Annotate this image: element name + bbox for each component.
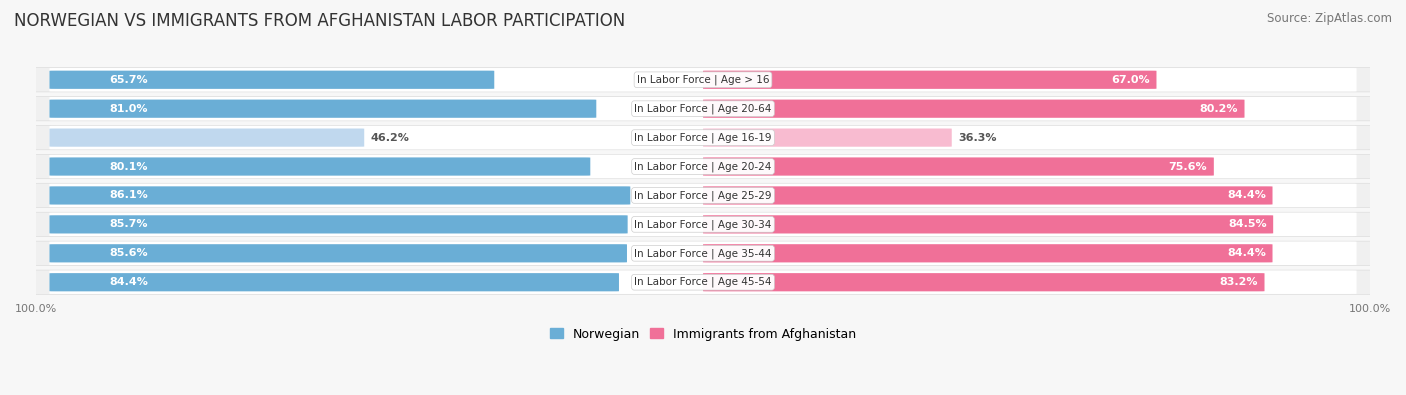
Text: Source: ZipAtlas.com: Source: ZipAtlas.com xyxy=(1267,12,1392,25)
Text: 83.2%: 83.2% xyxy=(1219,277,1258,287)
FancyBboxPatch shape xyxy=(703,215,1274,233)
FancyBboxPatch shape xyxy=(49,184,1357,207)
FancyBboxPatch shape xyxy=(49,186,630,205)
FancyBboxPatch shape xyxy=(49,68,1357,92)
Text: 84.4%: 84.4% xyxy=(1227,190,1265,200)
FancyBboxPatch shape xyxy=(25,154,1381,179)
Text: 75.6%: 75.6% xyxy=(1168,162,1208,171)
Text: In Labor Force | Age 20-64: In Labor Force | Age 20-64 xyxy=(634,103,772,114)
Text: 67.0%: 67.0% xyxy=(1111,75,1150,85)
Text: In Labor Force | Age > 16: In Labor Force | Age > 16 xyxy=(637,75,769,85)
Legend: Norwegian, Immigrants from Afghanistan: Norwegian, Immigrants from Afghanistan xyxy=(546,323,860,346)
FancyBboxPatch shape xyxy=(49,100,596,118)
FancyBboxPatch shape xyxy=(703,100,1244,118)
Text: NORWEGIAN VS IMMIGRANTS FROM AFGHANISTAN LABOR PARTICIPATION: NORWEGIAN VS IMMIGRANTS FROM AFGHANISTAN… xyxy=(14,12,626,30)
FancyBboxPatch shape xyxy=(49,271,1357,294)
Text: 36.3%: 36.3% xyxy=(959,133,997,143)
Text: 80.2%: 80.2% xyxy=(1199,103,1237,114)
Text: 81.0%: 81.0% xyxy=(110,103,148,114)
Text: In Labor Force | Age 25-29: In Labor Force | Age 25-29 xyxy=(634,190,772,201)
FancyBboxPatch shape xyxy=(25,241,1381,265)
Text: 65.7%: 65.7% xyxy=(110,75,148,85)
FancyBboxPatch shape xyxy=(49,213,1357,236)
FancyBboxPatch shape xyxy=(49,71,495,89)
Text: 85.7%: 85.7% xyxy=(110,219,148,229)
FancyBboxPatch shape xyxy=(49,242,1357,265)
Text: 80.1%: 80.1% xyxy=(110,162,148,171)
FancyBboxPatch shape xyxy=(49,126,1357,149)
FancyBboxPatch shape xyxy=(49,273,619,292)
Text: 84.5%: 84.5% xyxy=(1227,219,1267,229)
FancyBboxPatch shape xyxy=(49,158,591,176)
FancyBboxPatch shape xyxy=(703,273,1264,292)
FancyBboxPatch shape xyxy=(703,158,1213,176)
FancyBboxPatch shape xyxy=(49,215,627,233)
Text: In Labor Force | Age 45-54: In Labor Force | Age 45-54 xyxy=(634,277,772,288)
Text: 85.6%: 85.6% xyxy=(110,248,148,258)
Text: 84.4%: 84.4% xyxy=(110,277,149,287)
FancyBboxPatch shape xyxy=(25,212,1381,237)
FancyBboxPatch shape xyxy=(703,71,1157,89)
Text: In Labor Force | Age 20-24: In Labor Force | Age 20-24 xyxy=(634,161,772,172)
FancyBboxPatch shape xyxy=(25,270,1381,294)
FancyBboxPatch shape xyxy=(703,128,952,147)
Text: In Labor Force | Age 16-19: In Labor Force | Age 16-19 xyxy=(634,132,772,143)
FancyBboxPatch shape xyxy=(25,126,1381,150)
Text: In Labor Force | Age 35-44: In Labor Force | Age 35-44 xyxy=(634,248,772,259)
FancyBboxPatch shape xyxy=(49,244,627,262)
Text: In Labor Force | Age 30-34: In Labor Force | Age 30-34 xyxy=(634,219,772,229)
FancyBboxPatch shape xyxy=(703,186,1272,205)
FancyBboxPatch shape xyxy=(49,155,1357,178)
Text: 46.2%: 46.2% xyxy=(371,133,409,143)
FancyBboxPatch shape xyxy=(25,96,1381,121)
FancyBboxPatch shape xyxy=(49,128,364,147)
FancyBboxPatch shape xyxy=(25,68,1381,92)
FancyBboxPatch shape xyxy=(49,97,1357,120)
FancyBboxPatch shape xyxy=(25,183,1381,208)
FancyBboxPatch shape xyxy=(703,244,1272,262)
Text: 84.4%: 84.4% xyxy=(1227,248,1265,258)
Text: 86.1%: 86.1% xyxy=(110,190,148,200)
